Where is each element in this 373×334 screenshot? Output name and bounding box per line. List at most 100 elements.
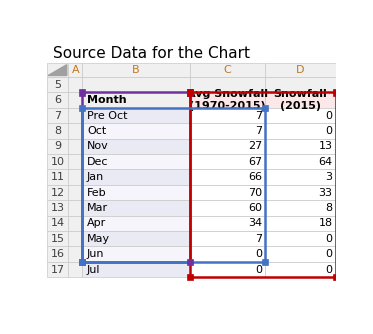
Bar [187, 90, 193, 96]
Text: 8: 8 [326, 203, 333, 213]
Bar [265, 108, 336, 123]
Bar [82, 93, 190, 262]
Bar [265, 246, 336, 262]
Bar [265, 139, 336, 154]
Bar [333, 274, 339, 280]
Bar [190, 169, 265, 185]
Bar [68, 77, 82, 93]
Bar [47, 231, 68, 246]
Polygon shape [48, 65, 67, 75]
Text: Mar: Mar [87, 203, 108, 213]
Text: 34: 34 [248, 218, 262, 228]
Bar [190, 139, 265, 154]
Bar [47, 200, 68, 216]
Bar [47, 185, 68, 200]
Bar [82, 93, 190, 108]
Text: 7: 7 [255, 126, 262, 136]
Text: 70: 70 [248, 187, 262, 197]
Bar [68, 154, 82, 169]
Bar [47, 139, 68, 154]
Text: 67: 67 [248, 157, 262, 167]
Bar [82, 108, 265, 262]
Bar [187, 274, 193, 280]
Text: Jul: Jul [87, 265, 100, 275]
Bar [265, 231, 336, 246]
Bar [265, 154, 336, 169]
Text: 0: 0 [326, 126, 333, 136]
Bar [82, 123, 190, 139]
Bar [82, 108, 190, 123]
Bar [265, 200, 336, 216]
Text: Oct: Oct [87, 126, 106, 136]
Bar [47, 216, 68, 231]
Text: 17: 17 [50, 265, 65, 275]
Text: 14: 14 [50, 218, 65, 228]
Text: B: B [132, 65, 140, 75]
Bar [47, 169, 68, 185]
Text: Nov: Nov [87, 141, 109, 151]
Bar [47, 246, 68, 262]
Bar [47, 123, 68, 139]
Text: 16: 16 [50, 249, 65, 259]
Text: 33: 33 [319, 187, 333, 197]
Bar [190, 154, 265, 169]
Text: C: C [224, 65, 232, 75]
Text: Month: Month [87, 95, 126, 105]
Bar [79, 259, 85, 265]
Bar [262, 105, 268, 111]
Bar [265, 185, 336, 200]
Bar [79, 90, 85, 96]
Bar [82, 200, 190, 216]
Text: Feb: Feb [87, 187, 107, 197]
Text: A: A [72, 65, 79, 75]
Bar [68, 185, 82, 200]
Bar [47, 77, 68, 93]
Bar [190, 216, 265, 231]
Bar [82, 169, 190, 185]
Text: 7: 7 [54, 111, 61, 121]
Bar [79, 105, 85, 111]
Bar [82, 154, 190, 169]
Text: 0: 0 [326, 249, 333, 259]
Text: 0: 0 [255, 249, 262, 259]
Text: 9: 9 [54, 141, 61, 151]
Bar [190, 93, 265, 108]
Bar [47, 93, 68, 108]
Text: 60: 60 [248, 203, 262, 213]
Text: Jun: Jun [87, 249, 104, 259]
Text: 5: 5 [54, 80, 61, 90]
Bar [82, 262, 190, 277]
Bar [68, 216, 82, 231]
Bar [82, 77, 190, 93]
Bar [190, 262, 265, 277]
Bar [68, 123, 82, 139]
Text: 11: 11 [50, 172, 65, 182]
Text: 18: 18 [319, 218, 333, 228]
Bar [47, 108, 68, 123]
Bar [68, 108, 82, 123]
Bar [265, 77, 336, 93]
Text: Apr: Apr [87, 218, 106, 228]
Bar [82, 246, 190, 262]
Bar [47, 63, 68, 77]
Text: May: May [87, 234, 110, 244]
Bar [262, 259, 268, 265]
Bar [187, 259, 193, 265]
Bar [190, 123, 265, 139]
Bar [68, 139, 82, 154]
Text: Jan: Jan [87, 172, 104, 182]
Bar [190, 93, 336, 277]
Bar [190, 246, 265, 262]
Text: D: D [296, 65, 305, 75]
Bar [79, 259, 85, 265]
Text: 6: 6 [54, 95, 61, 105]
Bar [68, 246, 82, 262]
Bar [265, 169, 336, 185]
Bar [82, 231, 190, 246]
Text: 10: 10 [50, 157, 65, 167]
Bar [265, 216, 336, 231]
Bar [82, 139, 190, 154]
Bar [265, 262, 336, 277]
Bar [190, 108, 265, 123]
Bar [68, 169, 82, 185]
